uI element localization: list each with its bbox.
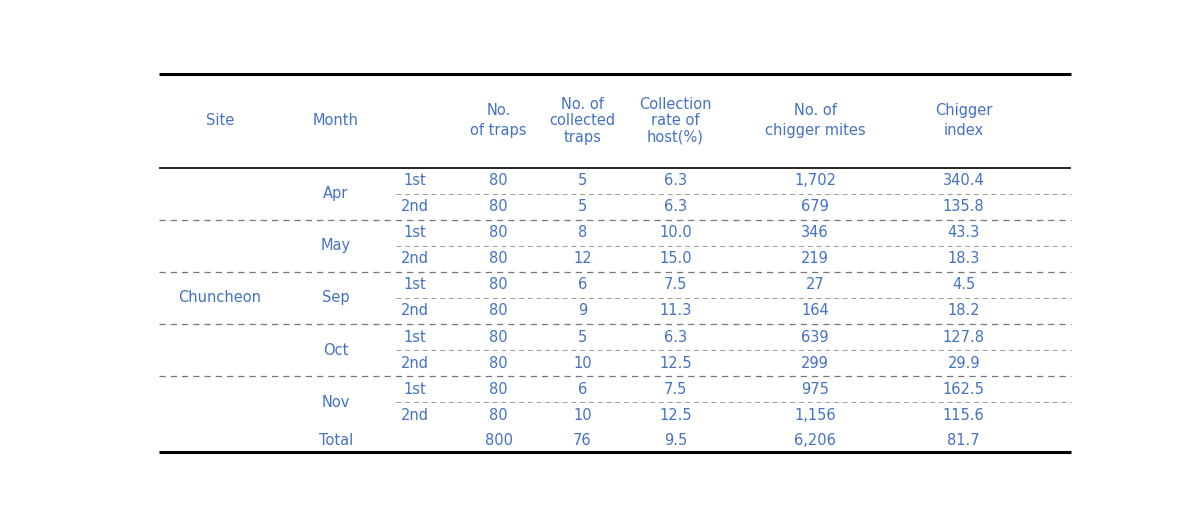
Text: 10: 10 (574, 408, 592, 423)
Text: 27: 27 (805, 278, 824, 293)
Text: Chuncheon: Chuncheon (179, 291, 262, 306)
Text: 135.8: 135.8 (943, 199, 984, 214)
Text: 18.3: 18.3 (948, 251, 980, 266)
Text: index: index (943, 123, 984, 138)
Text: 29.9: 29.9 (948, 356, 980, 371)
Text: 2nd: 2nd (401, 356, 430, 371)
Text: 80: 80 (490, 278, 508, 293)
Text: Oct: Oct (323, 343, 349, 358)
Text: 346: 346 (802, 225, 829, 240)
Text: 12: 12 (574, 251, 592, 266)
Text: 164: 164 (802, 303, 829, 318)
Text: 1st: 1st (403, 382, 426, 397)
Text: 80: 80 (490, 356, 508, 371)
Text: 7.5: 7.5 (664, 382, 688, 397)
Text: of traps: of traps (470, 123, 527, 138)
Text: 639: 639 (802, 329, 829, 344)
Text: 127.8: 127.8 (943, 329, 985, 344)
Text: 6.3: 6.3 (664, 329, 688, 344)
Text: 80: 80 (490, 329, 508, 344)
Text: 679: 679 (802, 199, 829, 214)
Text: 162.5: 162.5 (943, 382, 985, 397)
Text: 80: 80 (490, 173, 508, 188)
Text: 340.4: 340.4 (943, 173, 985, 188)
Text: 81.7: 81.7 (948, 433, 980, 448)
Text: No. of: No. of (562, 97, 604, 112)
Text: 975: 975 (802, 382, 829, 397)
Text: 2nd: 2nd (401, 303, 430, 318)
Text: 5: 5 (578, 329, 587, 344)
Text: 80: 80 (490, 408, 508, 423)
Text: 2nd: 2nd (401, 251, 430, 266)
Text: 219: 219 (802, 251, 829, 266)
Text: traps: traps (564, 130, 601, 145)
Text: 299: 299 (802, 356, 829, 371)
Text: collected: collected (550, 113, 616, 128)
Text: 10: 10 (574, 356, 592, 371)
Text: 6: 6 (578, 278, 587, 293)
Text: 80: 80 (490, 303, 508, 318)
Text: 2nd: 2nd (401, 408, 430, 423)
Text: No. of: No. of (793, 103, 836, 118)
Text: 43.3: 43.3 (948, 225, 980, 240)
Text: No.: No. (487, 103, 511, 118)
Text: 12.5: 12.5 (659, 356, 691, 371)
Text: 6,206: 6,206 (794, 433, 836, 448)
Text: 1st: 1st (403, 278, 426, 293)
Text: chigger mites: chigger mites (764, 123, 865, 138)
Text: 80: 80 (490, 225, 508, 240)
Text: 76: 76 (574, 433, 592, 448)
Text: 12.5: 12.5 (659, 408, 691, 423)
Text: 80: 80 (490, 382, 508, 397)
Text: 2nd: 2nd (401, 199, 430, 214)
Text: 6.3: 6.3 (664, 173, 688, 188)
Text: 1st: 1st (403, 225, 426, 240)
Text: 80: 80 (490, 251, 508, 266)
Text: 80: 80 (490, 199, 508, 214)
Text: Collection: Collection (640, 97, 712, 112)
Text: Chigger: Chigger (935, 103, 992, 118)
Text: host(%): host(%) (647, 130, 704, 145)
Text: 4.5: 4.5 (952, 278, 976, 293)
Text: 1st: 1st (403, 173, 426, 188)
Text: 1,156: 1,156 (794, 408, 835, 423)
Text: 6.3: 6.3 (664, 199, 688, 214)
Text: 5: 5 (578, 199, 587, 214)
Text: Total: Total (319, 433, 353, 448)
Text: May: May (320, 238, 352, 253)
Text: Nov: Nov (322, 394, 350, 409)
Text: 18.2: 18.2 (948, 303, 980, 318)
Text: 1,702: 1,702 (794, 173, 836, 188)
Text: 6: 6 (578, 382, 587, 397)
Text: Sep: Sep (322, 291, 350, 306)
Text: 1st: 1st (403, 329, 426, 344)
Text: 9.5: 9.5 (664, 433, 688, 448)
Text: 7.5: 7.5 (664, 278, 688, 293)
Text: 5: 5 (578, 173, 587, 188)
Text: Site: Site (205, 113, 234, 128)
Text: Apr: Apr (323, 186, 349, 201)
Text: rate of: rate of (652, 113, 700, 128)
Text: 115.6: 115.6 (943, 408, 985, 423)
Text: 9: 9 (578, 303, 587, 318)
Text: 15.0: 15.0 (659, 251, 691, 266)
Text: Month: Month (313, 113, 359, 128)
Text: 800: 800 (485, 433, 512, 448)
Text: 10.0: 10.0 (659, 225, 692, 240)
Text: 8: 8 (578, 225, 587, 240)
Text: 11.3: 11.3 (659, 303, 691, 318)
